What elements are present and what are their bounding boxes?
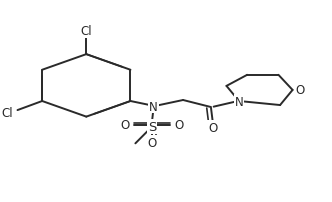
Text: N: N <box>235 95 243 108</box>
Text: S: S <box>148 120 156 133</box>
Text: Cl: Cl <box>2 106 14 119</box>
Text: O: O <box>147 136 156 149</box>
Text: Cl: Cl <box>80 25 92 38</box>
Text: N: N <box>149 100 158 113</box>
Text: O: O <box>208 122 217 135</box>
Text: O: O <box>120 118 129 131</box>
Text: O: O <box>295 84 304 97</box>
Text: O: O <box>175 118 184 131</box>
